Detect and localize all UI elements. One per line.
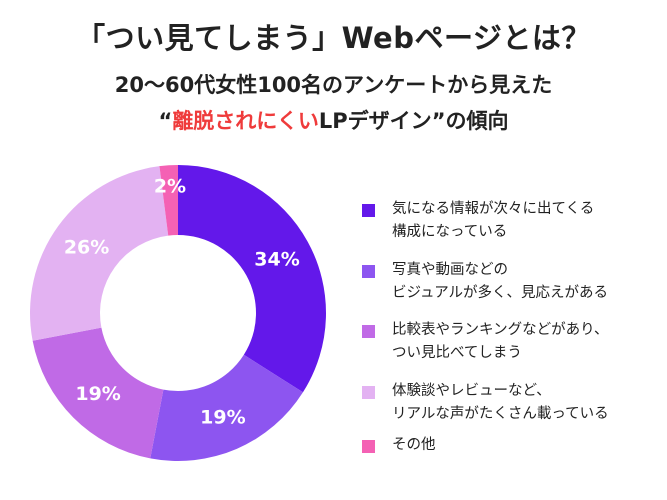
- subtitle-highlight: 離脱されにくい: [172, 109, 319, 133]
- legend-label-line-2: 構成になっている: [392, 224, 508, 240]
- legend-swatch: [362, 265, 375, 278]
- subtitle-rest: LPデザイン: [318, 109, 432, 133]
- slice-value-label-1: 34%: [254, 249, 299, 271]
- legend-label: 体験談やレビューなど、リアルな声がたくさん載っている: [392, 380, 609, 426]
- legend-label-line-1: 体験談やレビューなど、: [392, 383, 551, 399]
- donut-chart: 34% 19% 19% 26% 2%: [29, 165, 326, 461]
- legend-item-5: その他: [362, 434, 436, 457]
- legend-swatch: [362, 386, 375, 399]
- donut-slice-2: [150, 354, 303, 461]
- legend-label: 写真や動画などのビジュアルが多く、見応えがある: [392, 259, 608, 305]
- legend-label-line-1: 気になる情報が次々に出てくる: [392, 201, 595, 217]
- subtitle-close: ”の傾向: [431, 109, 509, 133]
- donut-slice-5: [159, 165, 178, 236]
- chart-title: 「つい見てしまう」Webページとは？: [76, 21, 591, 55]
- slice-value-label-3: 19%: [75, 383, 120, 405]
- subtitle-open-quote: “: [158, 109, 173, 133]
- legend-label-line-2: ビジュアルが多く、見応えがある: [392, 285, 609, 301]
- chart-subtitle-line1: 20〜60代女性100名のアンケートから見えた: [114, 73, 553, 97]
- donut-slice-1: [178, 165, 326, 393]
- legend-item-3: 比較表やランキングなどがあり、 つい見比べてしまう: [362, 319, 608, 365]
- legend-item-1: 気になる情報が次々に出てくる 構成になっている: [362, 198, 594, 244]
- legend-label-line-2: つい見比べてしまう: [392, 345, 522, 361]
- slice-value-label-4: 26%: [64, 237, 109, 259]
- legend-swatch: [362, 204, 375, 217]
- legend-item-2: 写真や動画などのビジュアルが多く、見応えがある: [362, 259, 608, 305]
- legend-label-line-2: リアルな声がたくさん載っている: [392, 406, 609, 422]
- slice-value-label-5: 2%: [154, 175, 186, 197]
- chart-subtitle-line2: “離脱されにくいLPデザイン”の傾向: [0, 106, 667, 136]
- legend-label: その他: [392, 434, 436, 457]
- legend-label-line-1: 写真や動画などの: [392, 262, 508, 278]
- legend-label: 比較表やランキングなどがあり、 つい見比べてしまう: [392, 319, 608, 365]
- slice-value-label-2: 19%: [200, 407, 245, 429]
- donut-slice-4: [29, 166, 169, 341]
- legend-label: 気になる情報が次々に出てくる 構成になっている: [392, 198, 594, 244]
- donut-slice-3: [32, 327, 164, 459]
- legend-swatch: [362, 325, 375, 338]
- legend-label-line-1: 比較表やランキングなどがあり、: [392, 322, 609, 338]
- legend-swatch: [362, 440, 375, 453]
- legend-item-4: 体験談やレビューなど、リアルな声がたくさん載っている: [362, 380, 609, 426]
- legend-label-line-1: その他: [392, 437, 436, 453]
